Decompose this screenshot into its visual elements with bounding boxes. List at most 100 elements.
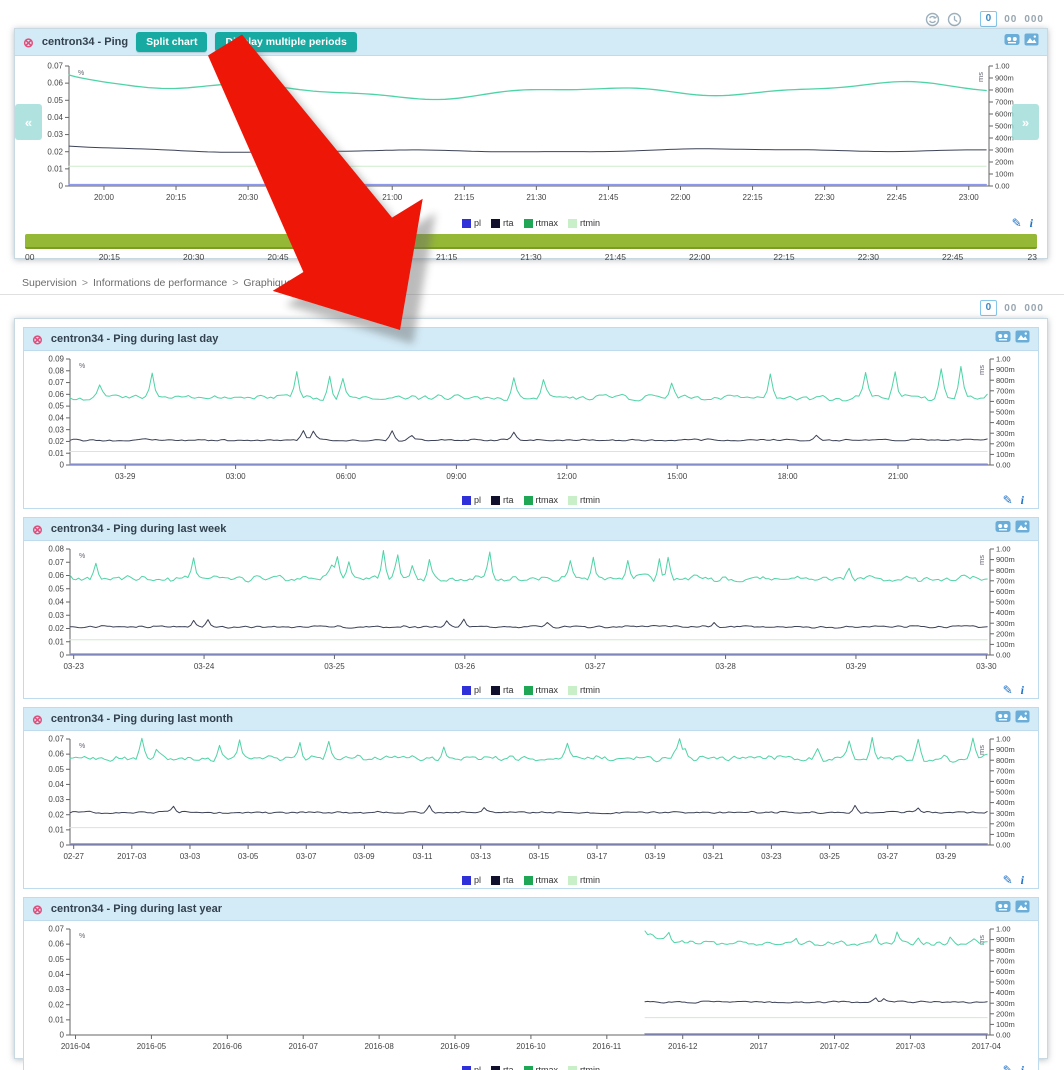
breadcrumb-item[interactable]: Graphiques [243,277,298,289]
zoom-level-medium[interactable]: 00 [1004,13,1018,25]
clock-icon[interactable] [947,12,962,27]
slider-time-label: 20:45 [267,252,289,262]
main-chart-canvas[interactable]: 0.07 0.06 0.05 0.04 0.03 0.02 0.01 0 1.00 900m 800… [25,58,1037,215]
main-chart-panel: ⊗ centron34 - Ping Split chart Display m… [14,28,1048,262]
time-range-slider-bar[interactable] [25,234,1037,249]
last-day-header: ⊗ centron34 - Ping during last day [24,328,1038,351]
svg-text:100m: 100m [996,450,1015,459]
legend-item-rta: rta [491,685,514,695]
last-month-title: centron34 - Ping during last month [50,713,234,725]
edit-chart-icon[interactable]: ✎ [1011,216,1022,230]
info-icon[interactable]: i [1020,682,1024,697]
periods-zoom-large[interactable]: 000 [1024,302,1044,314]
legend-item-rtmax: rtmax [523,218,558,228]
info-icon[interactable]: i [1020,872,1024,887]
slider-time-label: 23 [1027,252,1037,262]
close-chart-icon[interactable]: ⊗ [23,34,34,50]
legend-swatch [491,495,500,505]
legend-item-pl: pl [461,1065,481,1070]
split-chart-button[interactable]: Split chart [136,32,208,52]
time-range-slider: 00 20:15 20:30 20:45 21:00 21:15 21:30 21:45 22:… [25,234,1037,265]
last-week-chart-canvas[interactable]: 0.08 0.07 0.06 0.05 0.04 0.03 0.02 0.01 0 1.00 900… [26,543,1036,682]
legend-label: pl [473,685,481,695]
series-rta [644,997,988,1004]
legend-swatch [523,875,533,885]
export-image-icon[interactable] [1024,33,1039,51]
last-year-chart-canvas[interactable]: 0.07 0.06 0.05 0.04 0.03 0.02 0.01 0 1.00 900m 800… [26,923,1036,1062]
edit-chart-icon[interactable]: ✎ [1002,873,1013,887]
export-csv-icon[interactable] [995,900,1011,918]
svg-text:0.07: 0.07 [47,62,63,71]
svg-text:1.00: 1.00 [996,355,1011,364]
svg-text:0.02: 0.02 [48,1000,64,1009]
edit-chart-icon[interactable]: ✎ [1002,1063,1013,1070]
breadcrumb-item[interactable]: Supervision [22,277,77,289]
legend-item-rta: rta [491,875,514,885]
svg-text:0.04: 0.04 [48,780,64,789]
zoom-level-small[interactable]: 0 [979,11,998,27]
legend-swatch [491,875,500,885]
legend-label: rtmin [580,495,601,505]
svg-text:400m: 400m [996,988,1015,997]
svg-text:0.00: 0.00 [996,461,1011,470]
legend-item-pl: pl [461,495,481,505]
legend-label: rtmax [535,875,559,885]
svg-text:2016-11: 2016-11 [592,1042,621,1051]
svg-text:23:00: 23:00 [959,193,980,202]
last-day-chart-canvas[interactable]: 0.09 0.08 0.07 0.06 0.05 0.04 0.03 0.02 0.01 0 1.0… [26,353,1036,492]
legend-swatch [461,495,471,505]
svg-text:700m: 700m [996,386,1015,395]
refresh-icon[interactable] [925,12,940,27]
svg-text:700m: 700m [995,98,1014,107]
edit-chart-icon[interactable]: ✎ [1002,683,1013,697]
export-csv-icon[interactable] [995,710,1011,728]
svg-text:2017-03: 2017-03 [896,1042,926,1051]
export-image-icon[interactable] [1015,520,1030,538]
info-icon[interactable]: i [1029,215,1033,230]
export-csv-icon[interactable] [1004,33,1020,51]
export-image-icon[interactable] [1015,710,1030,728]
nav-next-period-button[interactable]: » [1012,104,1039,140]
last-year-legend: ✎ i pl rta rtmax rtmin [24,1062,1038,1070]
legend-label: pl [473,495,481,505]
svg-text:0.00: 0.00 [995,182,1010,191]
nav-previous-period-button[interactable]: « [15,104,42,140]
svg-text:03-23: 03-23 [761,852,782,861]
svg-text:0.02: 0.02 [47,147,63,156]
close-chart-icon[interactable]: ⊗ [32,901,43,917]
svg-text:0.04: 0.04 [48,970,64,979]
svg-text:400m: 400m [996,798,1015,807]
info-icon[interactable]: i [1020,492,1024,507]
display-multiple-periods-button[interactable]: Display multiple periods [215,32,357,52]
periods-zoom-medium[interactable]: 00 [1004,302,1018,314]
export-image-icon[interactable] [1015,330,1030,348]
svg-text:2017-03: 2017-03 [117,852,147,861]
slider-time-label: 20:30 [183,252,205,262]
export-image-icon[interactable] [1015,900,1030,918]
svg-text:700m: 700m [996,956,1015,965]
info-icon[interactable]: i [1020,1062,1024,1070]
breadcrumb-item[interactable]: Informations de performance [93,277,228,289]
close-chart-icon[interactable]: ⊗ [32,711,43,727]
last-week-legend: ✎ i pl rta rtmax rtmin [24,682,1038,698]
breadcrumb-item[interactable]: Chart periods [313,277,377,289]
close-chart-icon[interactable]: ⊗ [32,331,43,347]
main-chart-legend: ✎ i pl rta rtmax rtmin [15,215,1047,231]
zoom-level-large[interactable]: 000 [1024,13,1044,25]
export-csv-icon[interactable] [995,330,1011,348]
edit-chart-icon[interactable]: ✎ [1002,493,1013,507]
svg-text:600m: 600m [996,397,1015,406]
export-csv-icon[interactable] [995,520,1011,538]
svg-text:%: % [79,553,85,560]
close-chart-icon[interactable]: ⊗ [32,521,43,537]
svg-text:21:00: 21:00 [382,193,403,202]
svg-text:03-03: 03-03 [180,852,201,861]
last-month-chart-canvas[interactable]: 0.07 0.06 0.05 0.04 0.03 0.02 0.01 0 1.00 900m 800… [26,733,1036,872]
series-rtmax [644,930,988,947]
svg-text:03-26: 03-26 [455,662,476,671]
periods-panel: ⊗ centron34 - Ping during last day 0.09 0… [14,318,1048,1070]
periods-zoom-small[interactable]: 0 [979,300,998,316]
svg-text:03-29: 03-29 [115,472,136,481]
svg-text:0.05: 0.05 [48,584,64,593]
